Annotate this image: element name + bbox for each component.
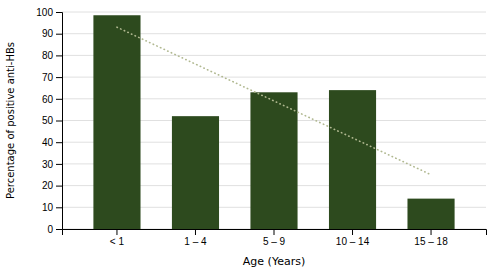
bar [250,92,297,229]
x-tick: < 1 [110,229,125,247]
trend-line [117,27,431,175]
y-tick-mark [56,207,62,208]
y-tick-mark [56,77,62,78]
y-tick-label: 90 [42,28,54,39]
x-tick-mark [195,229,196,235]
x-axis-line [63,230,487,236]
x-tick-label: 10 – 14 [336,236,370,247]
x-tick-mark [431,229,432,235]
y-tick-mark [56,142,62,143]
y-tick-label: 20 [42,180,54,191]
y-axis-title: Percentage of positive anti-HBs [5,42,16,199]
x-tick-label: 15 – 18 [414,236,448,247]
y-tick: 0 [47,224,62,235]
y-tick-label: 40 [42,137,54,148]
y-axis-line [56,13,63,230]
x-tick-mark [274,229,275,235]
bar [329,90,376,229]
y-tick: 80 [42,50,62,61]
x-tick: 1 – 4 [184,229,207,247]
y-tick: 90 [42,28,62,39]
y-tick: 20 [42,180,62,191]
marks [93,15,454,229]
y-axis: 0 10 20 30 40 50 60 70 80 90 100 [36,7,62,235]
y-tick: 40 [42,137,62,148]
x-axis: < 1 1 – 4 5 – 9 10 – 14 15 – 18 [63,229,487,247]
y-tick: 30 [42,159,62,170]
y-tick-mark [56,186,62,187]
y-tick-label: 100 [36,7,53,18]
x-tick: 5 – 9 [263,229,286,247]
y-tick-label: 10 [42,202,54,213]
x-tick-mark [352,229,353,235]
y-tick-mark [56,12,62,13]
y-tick-mark [56,164,62,165]
y-tick: 60 [42,94,62,105]
x-tick-label: 1 – 4 [184,236,207,247]
y-tick-label: 70 [42,72,54,83]
y-tick: 70 [42,72,62,83]
y-tick-label: 0 [47,224,53,235]
bar [93,15,140,229]
bars [93,15,454,229]
y-tick-mark [56,34,62,35]
y-tick-mark [56,121,62,122]
y-tick-label: 30 [42,159,54,170]
y-tick-label: 60 [42,94,54,105]
plot: < 1 1 – 4 5 – 9 10 – 14 15 – 18 0 10 20 30 40 50 60… [36,7,486,247]
y-tick-label: 50 [42,115,54,126]
y-tick: 50 [42,115,62,126]
grid-line [62,12,486,13]
y-tick-mark [56,229,62,230]
y-tick: 100 [36,7,62,18]
x-tick-label: 5 – 9 [263,236,286,247]
bar [172,116,219,229]
x-tick: 15 – 18 [414,229,448,247]
y-tick: 10 [42,202,62,213]
y-tick-label: 80 [42,50,54,61]
bar [407,199,454,229]
grid [62,12,486,229]
x-tick: 10 – 14 [336,229,370,247]
x-tick-mark [116,229,117,235]
chart: < 1 1 – 4 5 – 9 10 – 14 15 – 18 0 10 20 30 40 50 60… [0,0,500,273]
y-tick-mark [56,99,62,100]
x-axis-title: Age (Years) [243,255,305,268]
x-tick-label: < 1 [110,236,125,247]
y-tick-mark [56,55,62,56]
